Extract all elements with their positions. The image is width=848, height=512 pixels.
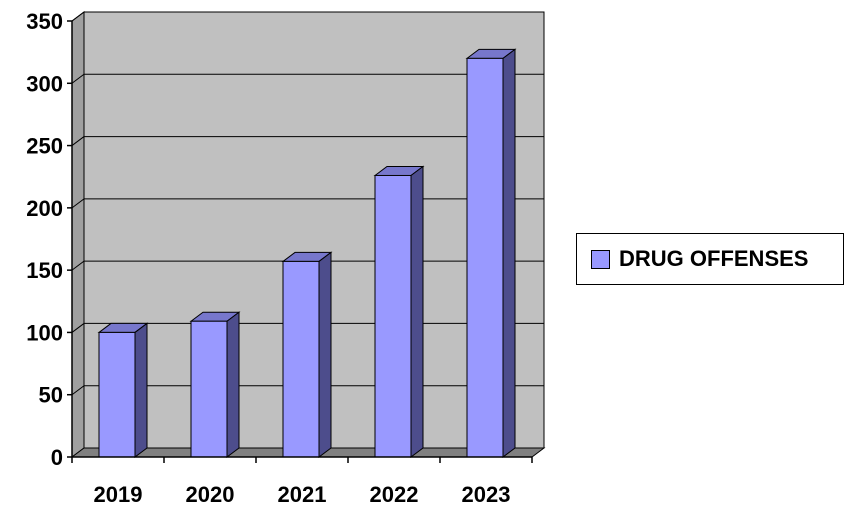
legend: DRUG OFFENSES [576,233,844,285]
y-tick-label: 350 [26,9,63,34]
y-tick-label: 200 [26,196,63,221]
bar-front [282,260,320,458]
gridline-diagonal [71,136,85,146]
y-axis: 0 50 100 150 200 250 300 350 [26,9,72,470]
legend-label-drug-offenses: DRUG OFFENSES [619,246,809,271]
y-tick-label: 0 [51,445,63,470]
gridline-diagonal [71,385,85,396]
gridline-diagonal [71,73,85,84]
bar-front [190,320,228,458]
x-tick-label: 2021 [278,482,327,507]
bar-2020 [189,311,241,458]
y-tick-label: 300 [26,71,63,96]
bar-2022 [373,165,425,458]
bar-2021 [281,251,333,458]
bar-front [466,57,504,458]
x-tick-label: 2022 [370,482,419,507]
bar-side [318,251,332,458]
gridline-diagonal [71,323,85,333]
y-tick-label: 100 [26,320,63,345]
y-tick-label: 50 [39,383,63,408]
gridline-diagonal [71,11,85,22]
bar-front [374,174,412,458]
y-tick-label: 150 [26,258,63,283]
x-tick-label: 2023 [462,482,511,507]
x-tick-label: 2019 [94,482,143,507]
bar-side [226,311,240,458]
bar-side [410,165,424,458]
y-tick-label: 250 [26,134,63,159]
bars [97,48,517,458]
gridline-diagonal [71,198,85,209]
bar-2019 [97,322,149,458]
bar-front [98,331,136,458]
gridline-diagonal [71,260,85,271]
bar-2023 [465,48,517,458]
legend-swatch-drug-offenses [591,249,610,269]
bar-side [502,48,516,458]
x-tick-label: 2020 [186,482,235,507]
x-axis: 2019 2020 2021 2022 2023 [71,457,533,507]
bar-side [134,322,148,458]
